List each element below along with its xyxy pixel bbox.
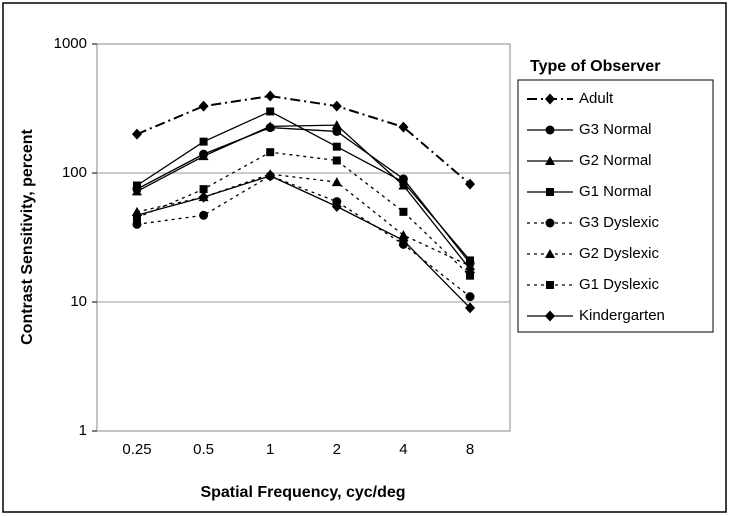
data-point bbox=[265, 170, 276, 182]
legend-label: G3 Dyslexic bbox=[579, 214, 660, 231]
data-point bbox=[332, 156, 341, 165]
data-point bbox=[266, 148, 275, 157]
series-line bbox=[136, 95, 471, 185]
legend-label: Kindergarten bbox=[579, 307, 665, 324]
data-point bbox=[398, 234, 409, 246]
data-point bbox=[332, 126, 342, 136]
data-point bbox=[465, 261, 476, 271]
data-point bbox=[131, 186, 142, 196]
legend-label: G3 Normal bbox=[579, 121, 652, 138]
data-point bbox=[132, 219, 142, 229]
data-point bbox=[465, 178, 476, 190]
x-axis-label: Spatial Frequency, cyc/deg bbox=[200, 484, 405, 501]
legend-marker bbox=[546, 281, 554, 289]
legend-label: G2 Dyslexic bbox=[579, 245, 660, 262]
legend-label: G1 Normal bbox=[579, 183, 652, 200]
legend-title: Type of Observer bbox=[530, 58, 660, 75]
x-tick-label: 0.25 bbox=[122, 441, 151, 458]
data-point bbox=[331, 120, 342, 130]
data-point bbox=[466, 256, 475, 265]
data-point bbox=[199, 210, 209, 220]
y-tick-label: 10 bbox=[70, 293, 87, 310]
series-line bbox=[136, 175, 471, 309]
data-point bbox=[131, 128, 142, 140]
legend-marker bbox=[546, 188, 554, 196]
data-point bbox=[198, 191, 209, 203]
data-point bbox=[265, 90, 276, 102]
data-point bbox=[465, 292, 475, 302]
legend-marker bbox=[545, 218, 555, 228]
legend-label: G1 Dyslexic bbox=[579, 276, 660, 293]
data-point bbox=[132, 181, 141, 190]
data-point bbox=[399, 178, 408, 187]
x-tick-label: 4 bbox=[399, 441, 407, 458]
x-tick-label: 8 bbox=[466, 441, 474, 458]
y-axis-label: Contrast Sensitivity, percent bbox=[19, 128, 36, 344]
legend-marker bbox=[545, 310, 555, 322]
series-line bbox=[136, 175, 471, 298]
data-point bbox=[198, 151, 209, 161]
data-point bbox=[265, 121, 276, 131]
x-tick-label: 0.5 bbox=[193, 441, 214, 458]
data-point bbox=[331, 200, 342, 212]
data-point bbox=[198, 100, 209, 112]
data-point bbox=[199, 137, 208, 146]
series-line bbox=[136, 110, 471, 261]
series-line bbox=[136, 124, 471, 270]
y-tick-label: 1000 bbox=[54, 35, 87, 52]
data-point bbox=[331, 100, 342, 112]
legend-label: Adult bbox=[579, 90, 614, 107]
legend-marker bbox=[545, 125, 555, 135]
legend-box bbox=[517, 79, 714, 333]
data-point bbox=[199, 185, 208, 194]
x-tick-label: 1 bbox=[266, 441, 274, 458]
data-point bbox=[266, 107, 275, 116]
data-point bbox=[398, 121, 409, 133]
data-point bbox=[466, 271, 475, 280]
legend-marker bbox=[545, 249, 555, 258]
data-point bbox=[131, 209, 142, 221]
plot-area bbox=[96, 43, 511, 432]
legend-label: G2 Normal bbox=[579, 152, 652, 169]
data-point bbox=[331, 177, 342, 187]
data-point bbox=[399, 207, 408, 216]
y-tick-label: 100 bbox=[62, 164, 87, 181]
y-tick-label: 1 bbox=[79, 422, 87, 439]
x-tick-label: 2 bbox=[333, 441, 341, 458]
data-point bbox=[332, 142, 341, 151]
data-point bbox=[465, 302, 476, 314]
data-point bbox=[398, 230, 409, 240]
legend-marker bbox=[545, 156, 555, 165]
series-line bbox=[136, 151, 471, 277]
legend-marker bbox=[545, 93, 555, 105]
